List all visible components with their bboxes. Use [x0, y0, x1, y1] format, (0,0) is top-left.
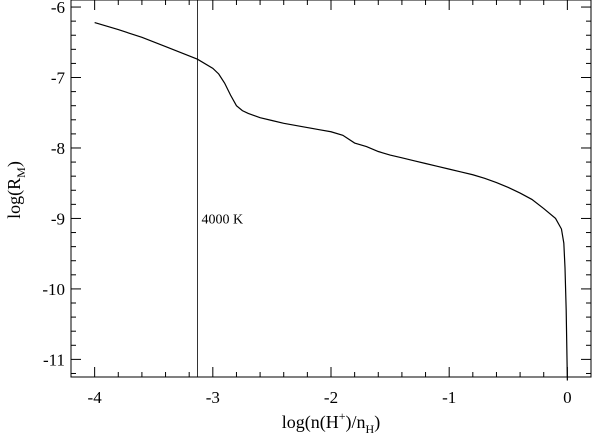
x-tick-labels: -4 -3 -2 -1 0 [88, 388, 572, 407]
plot-frame [70, 0, 592, 378]
series-line [94, 21, 568, 381]
x-tick-label: -2 [324, 388, 338, 407]
x-axis-label-sub: H [366, 422, 375, 435]
y-axis-label-sub: M [14, 167, 28, 178]
x-tick-label: -3 [206, 388, 220, 407]
y-tick-label: -8 [51, 139, 65, 158]
y-axis-label-main: log(R [4, 178, 25, 219]
axis-ticks [70, 0, 592, 377]
x-axis-label-mid: )/n [346, 412, 366, 433]
x-axis-label: log(n(H+)/nH) [282, 409, 380, 435]
y-tick-labels: -11 -10 -9 -8 -7 -6 [42, 0, 65, 369]
y-axis-label-end: ) [4, 161, 25, 167]
x-tick-label: -4 [88, 388, 103, 407]
y-tick-label: -9 [51, 209, 65, 228]
x-tick-label: 0 [563, 388, 572, 407]
y-tick-label: -6 [51, 0, 65, 17]
vline-label: 4000 K [201, 212, 243, 227]
y-tick-label: -7 [51, 69, 66, 88]
x-axis-label-end: ) [374, 412, 380, 433]
y-tick-label: -11 [43, 350, 65, 369]
x-tick-label: -1 [442, 388, 456, 407]
x-axis-label-main: log(n(H [282, 412, 339, 433]
y-tick-label: -10 [42, 280, 65, 299]
x-axis-label-sup: + [339, 409, 346, 423]
y-axis-label: log(RM) [4, 161, 28, 219]
